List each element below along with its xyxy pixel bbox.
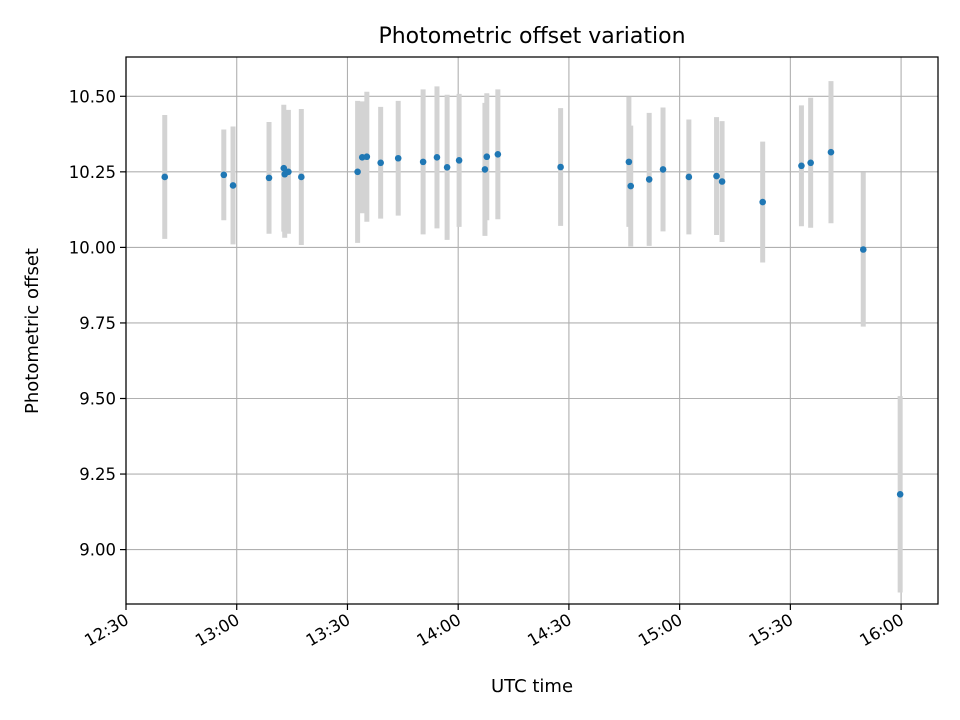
data-point <box>298 173 305 181</box>
data-point <box>265 174 273 182</box>
chart-title: Photometric offset variation <box>378 24 685 49</box>
data-point <box>161 173 169 181</box>
data-point <box>625 158 633 166</box>
data-point <box>494 151 502 158</box>
y-tick-label: 9.50 <box>79 389 116 408</box>
y-axis-label: Photometric offset <box>22 248 43 414</box>
data-point <box>807 159 814 167</box>
data-point <box>363 153 371 161</box>
data-point <box>896 490 904 498</box>
data-point <box>859 246 867 253</box>
plot-area-frame <box>125 56 939 605</box>
data-point <box>443 164 451 171</box>
data-point <box>627 182 635 190</box>
y-tick-label: 9.00 <box>79 541 116 560</box>
data-point <box>659 166 667 173</box>
data-point <box>483 153 491 161</box>
y-tick-label: 10.00 <box>69 238 116 257</box>
y-tick-label: 10.50 <box>69 87 116 106</box>
data-point <box>798 162 805 170</box>
y-axis: 9.00 9.25 9.50 9.75 10.00 10.25 10.50 <box>69 87 126 560</box>
data-point <box>645 176 653 183</box>
y-tick-label: 10.25 <box>69 163 116 182</box>
data-point <box>229 182 237 189</box>
data-point <box>285 168 292 176</box>
data-point <box>759 198 766 206</box>
data-point <box>280 164 288 172</box>
data-point <box>713 172 720 180</box>
data-point <box>827 148 835 156</box>
data-point <box>718 178 726 185</box>
data-point <box>557 163 564 171</box>
data-point <box>481 166 489 173</box>
data-point <box>455 157 463 164</box>
y-tick-label: 9.75 <box>79 314 116 333</box>
data-point <box>377 159 384 167</box>
data-points <box>161 148 904 498</box>
data-point <box>419 158 427 166</box>
data-point <box>433 154 441 161</box>
data-point <box>685 173 693 181</box>
data-point <box>354 168 361 176</box>
data-point <box>220 171 228 179</box>
data-point <box>394 154 402 162</box>
x-axis-label: UTC time <box>491 676 573 697</box>
y-tick-label: 9.25 <box>79 465 116 484</box>
